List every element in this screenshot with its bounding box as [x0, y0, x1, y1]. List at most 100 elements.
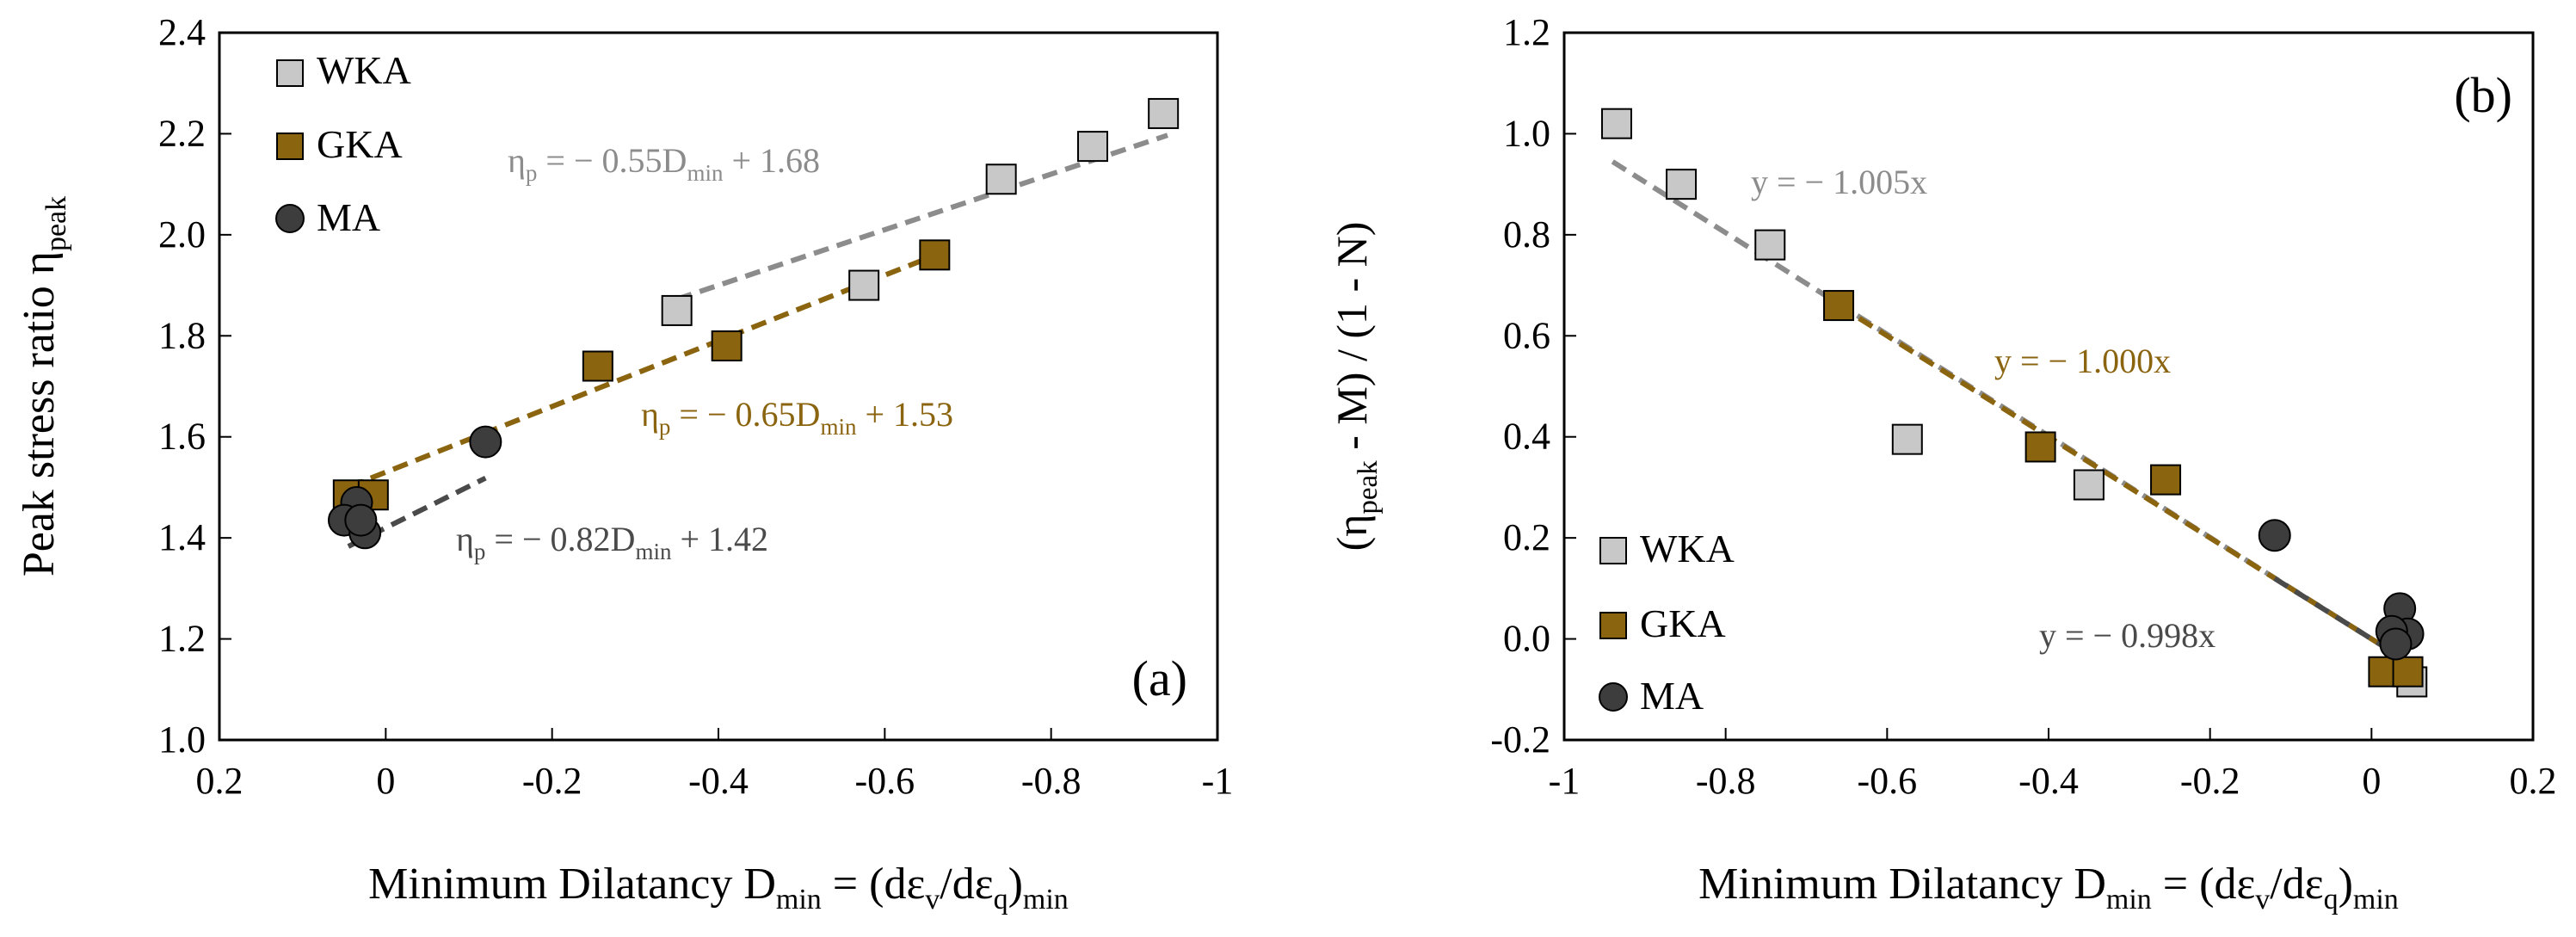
data-points-a	[328, 97, 1180, 550]
data-point-gka	[711, 330, 743, 362]
y-tick-label: 1.2	[158, 618, 206, 660]
legend-marker-ma-a	[275, 204, 305, 233]
legend-marker-wka-a	[276, 59, 304, 87]
y-label-main-a: Peak stress ratio η	[15, 251, 64, 576]
legend-marker-gka-b	[1599, 612, 1627, 639]
y-tick-label: 0.2	[1503, 516, 1550, 558]
panel-b: -0.2 0.0 0.2 0.4 0.6 0.8 1.0 1.2 -1 -0.8 -0.6 -0.4…	[1328, 11, 2557, 915]
data-point-wka	[985, 163, 1017, 195]
legend-label-ma-b: MA	[1640, 674, 1704, 718]
data-point-wka	[661, 294, 693, 326]
x-label-mid-b: = (dε	[2152, 860, 2255, 909]
fit-label-gka-mid-a: = − 0.65D	[670, 395, 820, 434]
data-point-ma	[2379, 627, 2413, 661]
fit-label-wka-pre-a: η	[508, 141, 526, 180]
y-tick-label: 1.0	[158, 718, 206, 761]
x-label-main-b: Minimum Dilatancy D	[1698, 860, 2106, 909]
x-tick-label: -0.6	[1858, 760, 1918, 802]
x-label-sub2-a: v	[925, 884, 940, 915]
x-label-sub4-b: min	[2353, 884, 2399, 915]
x-tick-label: -1	[1549, 760, 1581, 802]
fit-line-gka	[347, 253, 936, 490]
x-tick-label: 0.2	[2510, 760, 2557, 802]
y-tick-label: 1.4	[158, 516, 206, 558]
x-label-sub3-a: q	[994, 884, 1008, 915]
x-axis-ticks-a: 0.2 0 -0.2 -0.4 -0.6 -0.8 -1	[196, 728, 1234, 802]
y-tick-label: 2.2	[158, 112, 206, 154]
legend-marker-gka-a	[276, 133, 304, 160]
fit-label-wka-sub1-a: p	[526, 160, 538, 186]
y-tick-label: 1.2	[1503, 11, 1550, 53]
fit-label-gka-post-a: + 1.53	[856, 395, 953, 434]
data-point-wka	[1077, 131, 1108, 163]
panel-label-a: (a)	[1132, 650, 1187, 706]
legend-marker-wka-b	[1599, 537, 1627, 564]
y-tick-label: -0.2	[1490, 718, 1550, 761]
y-axis-label-b: (ηpeak - M) / (1 - N)	[1328, 222, 1384, 552]
data-point-ma	[469, 425, 502, 459]
y-tick-label: 0.4	[1503, 416, 1550, 458]
fit-label-wka-b: y = − 1.005x	[1751, 163, 1927, 201]
y-tick-label: 0.8	[1503, 213, 1550, 256]
y-axis-label-a: Peak stress ratio ηpeak	[15, 196, 72, 576]
data-point-gka	[582, 350, 613, 382]
y-axis-ticks-b: -0.2 0.0 0.2 0.4 0.6 0.8 1.0 1.2	[1490, 11, 1576, 761]
y-tick-label: 1.0	[1503, 112, 1550, 154]
fit-label-ma-sub1-a: p	[474, 539, 486, 564]
data-point-gka	[919, 239, 951, 271]
y-label-sub-a: peak	[40, 196, 72, 251]
x-tick-label: -0.2	[2180, 760, 2240, 802]
fit-label-ma-sub2-a: min	[635, 539, 672, 564]
fit-label-wka-mid-a: = − 0.55D	[537, 141, 687, 180]
legend-a: WKA GKA MA	[275, 48, 411, 239]
y-tick-label: 0.6	[1503, 314, 1550, 356]
y-tick-label: 1.8	[158, 314, 206, 356]
data-point-gka	[2024, 431, 2056, 463]
y-label-post-b: - M) / (1 - N)	[1328, 222, 1376, 461]
x-tick-label: -0.4	[2018, 760, 2079, 802]
data-point-wka	[1600, 108, 1632, 139]
x-tick-label: -0.2	[522, 760, 582, 802]
x-label-end-a: )	[1008, 860, 1023, 909]
legend-marker-ma-b	[1599, 682, 1628, 712]
fit-label-gka-sub1-a: p	[659, 414, 671, 440]
x-label-mid-a: = (dε	[822, 860, 925, 909]
x-tick-label: 0	[376, 760, 395, 802]
data-point-wka	[1666, 169, 1698, 200]
data-point-wka	[2073, 469, 2105, 501]
x-label-sub4-a: min	[1023, 884, 1069, 915]
legend-b: WKA GKA MA	[1599, 527, 1735, 718]
fit-label-wka-a: ηp = − 0.55Dmin + 1.68	[508, 141, 820, 186]
data-point-ma	[344, 503, 378, 537]
legend-label-wka-b: WKA	[1640, 527, 1735, 570]
data-point-wka	[1754, 229, 1786, 261]
fit-label-ma-a: ηp = − 0.82Dmin + 1.42	[456, 520, 768, 564]
legend-label-ma-a: MA	[317, 195, 380, 239]
x-label-mid2-b: /dε	[2270, 860, 2323, 909]
fit-label-ma-b: y = − 0.998x	[2039, 616, 2215, 655]
y-label-pre-b: (η	[1328, 515, 1376, 552]
y-tick-label: 1.6	[158, 416, 206, 458]
x-label-mid2-a: /dε	[940, 860, 993, 909]
x-axis-ticks-b: -1 -0.8 -0.6 -0.4 -0.2 0 0.2	[1549, 728, 2557, 802]
fit-label-wka-post-a: + 1.68	[723, 141, 820, 180]
x-label-sub1-a: min	[776, 884, 822, 915]
x-label-main-a: Minimum Dilatancy D	[368, 860, 776, 909]
y-tick-label: 0.0	[1503, 618, 1550, 660]
data-point-wka	[1148, 97, 1180, 129]
x-tick-label: -1	[1202, 760, 1234, 802]
fit-label-gka-b: y = − 1.000x	[1994, 342, 2171, 380]
legend-label-wka-a: WKA	[317, 48, 411, 92]
fit-label-ma-post-a: + 1.42	[671, 520, 768, 558]
y-tick-label: 2.4	[158, 11, 206, 53]
data-point-wka	[848, 269, 880, 301]
panel-label-b: (b)	[2454, 67, 2512, 123]
x-label-sub3-b: q	[2324, 884, 2339, 915]
legend-label-gka-b: GKA	[1640, 601, 1726, 645]
x-tick-label: -0.8	[1021, 760, 1082, 802]
data-point-ma	[2258, 519, 2291, 552]
data-point-gka	[2150, 464, 2182, 496]
data-points-b	[1600, 108, 2428, 698]
x-label-sub2-b: v	[2255, 884, 2270, 915]
fit-line-wka	[675, 133, 1168, 302]
